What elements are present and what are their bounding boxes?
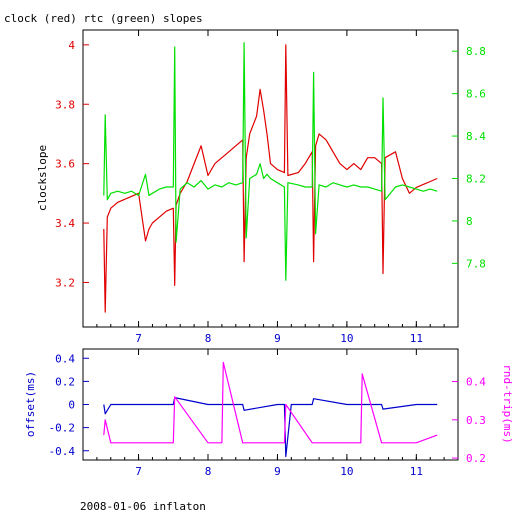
bottom-y-axis-label-left: offset(ms) [24, 371, 37, 437]
bottom-x-tick-label: 10 [340, 465, 353, 478]
bottom-y-left-tick-label: -0.4 [49, 445, 76, 458]
bottom-panel: offset(ms) rnd-trip(ms) 7 8 9 10 11 0.4 0.2 0 -0… [24, 348, 512, 478]
top-series-red-line [103, 44, 438, 313]
top-y-left-tick-label: 3.8 [55, 98, 75, 111]
top-x-tick-label: 7 [135, 332, 142, 345]
top-series-group [103, 42, 438, 313]
bottom-x-tick-label: 9 [274, 465, 281, 478]
top-y-right-tick-label: 8 [466, 215, 473, 228]
top-y-right-tick-label: 8.8 [466, 45, 486, 58]
top-y-right-tick-label: 8.4 [466, 130, 486, 143]
top-y-left-tick-label: 3.6 [55, 158, 75, 171]
bottom-y-left-tick-label: 0.4 [55, 352, 75, 365]
top-y-right-tick-label: 8.2 [466, 173, 486, 186]
bottom-y-left-tick-label: 0.2 [55, 375, 75, 388]
bottom-y-right-tick-label: 0.2 [466, 452, 486, 465]
bottom-x-tick-label: 11 [410, 465, 423, 478]
bottom-series-blue-line [103, 397, 438, 458]
bottom-ticks: 7 8 9 10 11 0.4 0.2 0 -0.2 -0.4 0.4 0.3 0.2 [49, 349, 486, 478]
top-panel: clockslope 7 8 9 10 11 3.2 3.4 3.6 3.8 4 7.8 8 8.2 8.… [36, 29, 486, 345]
bottom-x-tick-label: 8 [205, 465, 212, 478]
top-ticks: 7 8 9 10 11 3.2 3.4 3.6 3.8 4 7.8 8 8.2 8.4 8.6 8.8 [55, 30, 486, 345]
bottom-y-left-tick-label: -0.2 [49, 422, 76, 435]
bottom-x-tick-label: 7 [135, 465, 142, 478]
bottom-y-left-tick-label: 0 [68, 399, 75, 412]
bottom-series-magenta-line [103, 361, 438, 444]
top-y-left-tick-label: 3.4 [55, 217, 75, 230]
bottom-series-group [103, 361, 438, 458]
top-y-left-tick-label: 4 [68, 39, 75, 52]
top-y-right-tick-label: 7.8 [466, 257, 486, 270]
top-x-tick-label: 11 [410, 332, 423, 345]
footer-caption: 2008-01-06 inflaton [80, 500, 206, 512]
bottom-y-right-tick-label: 0.3 [466, 414, 486, 427]
top-series-green-line [103, 42, 438, 281]
bottom-y-right-tick-label: 0.4 [466, 376, 486, 389]
bottom-y-axis-label-right: rnd-trip(ms) [501, 364, 512, 443]
chart-title: clock (red) rtc (green) slopes [4, 12, 203, 25]
top-y-left-tick-label: 3.2 [55, 276, 75, 289]
top-x-tick-label: 9 [274, 332, 281, 345]
top-y-axis-label: clockslope [36, 145, 49, 211]
top-x-tick-label: 8 [205, 332, 212, 345]
top-y-right-tick-label: 8.6 [466, 88, 486, 101]
top-x-tick-label: 10 [340, 332, 353, 345]
